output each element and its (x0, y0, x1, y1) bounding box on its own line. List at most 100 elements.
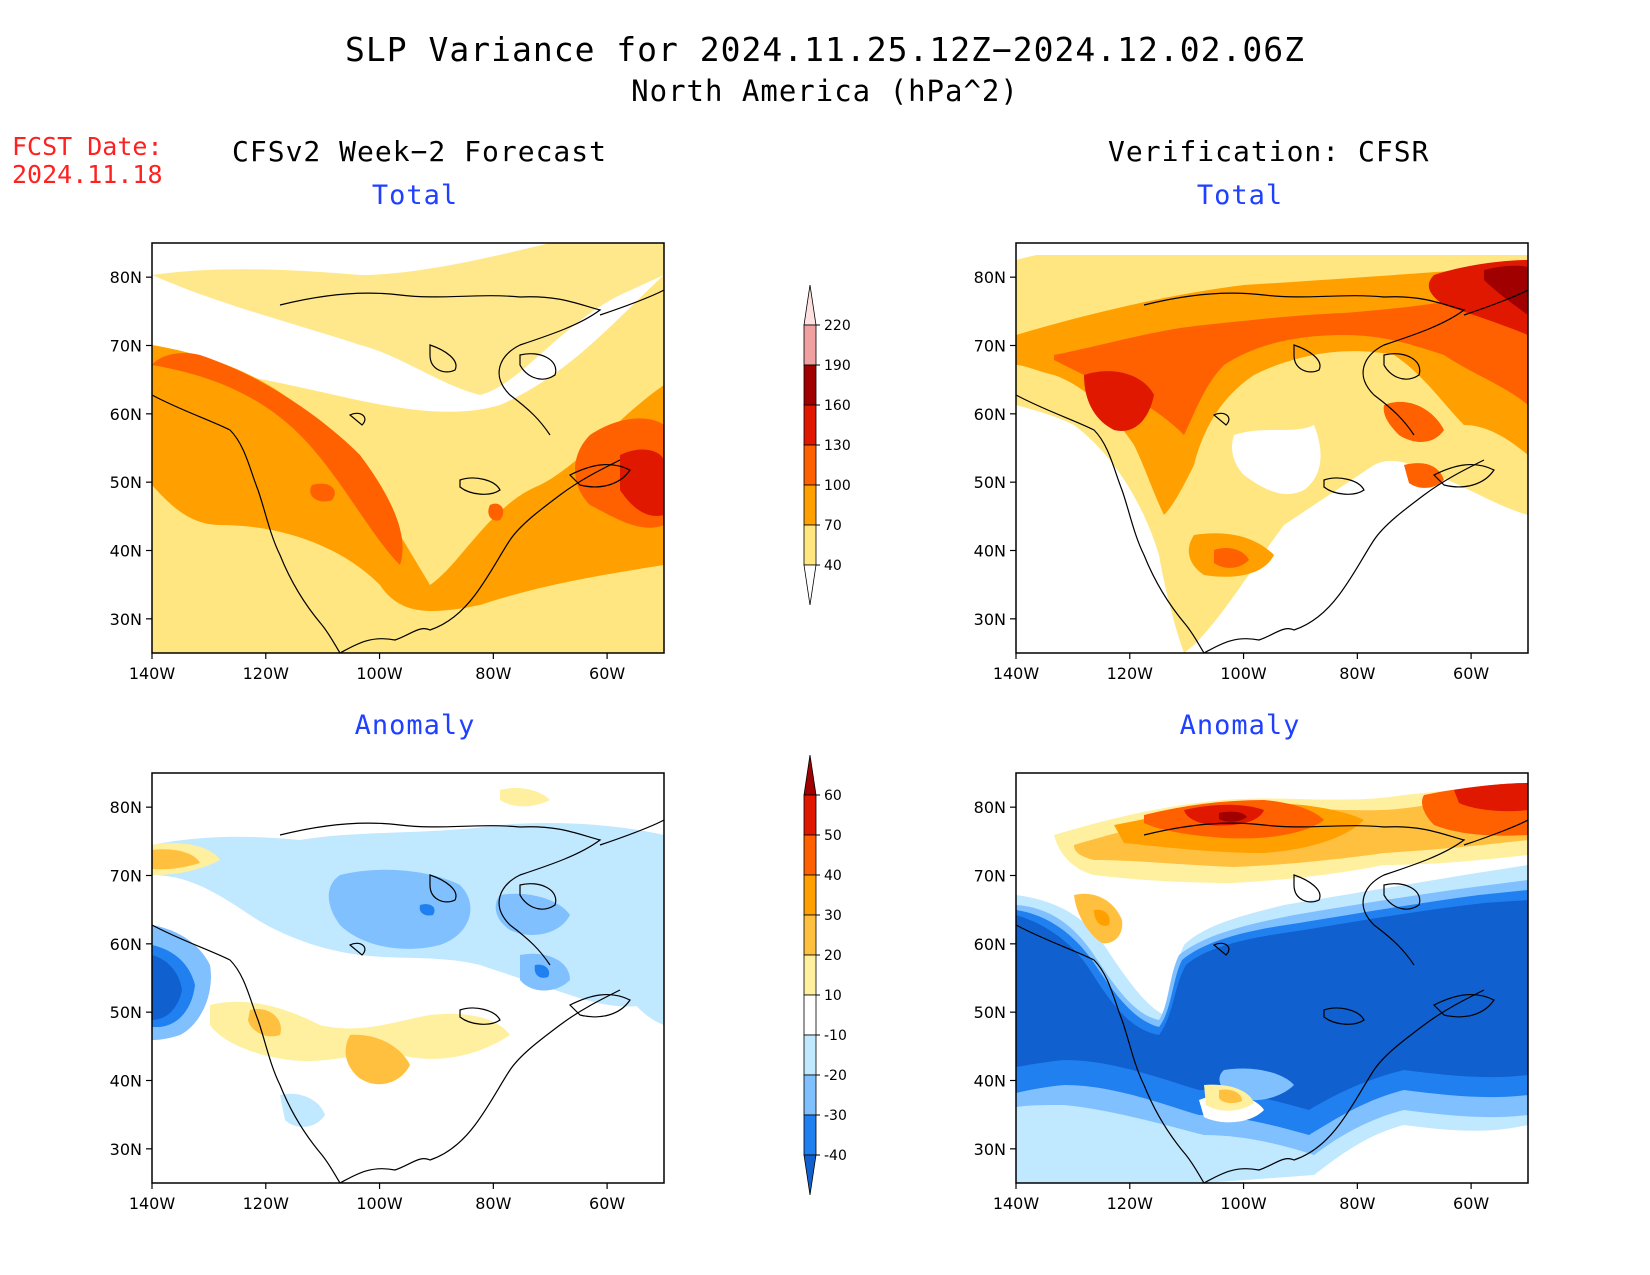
lat-tick-label: 30N (974, 1140, 1006, 1159)
lat-tick-label: 80N (974, 268, 1006, 287)
colorbar-bottom-triangle (803, 564, 817, 606)
lon-tick-label: 140W (129, 664, 176, 683)
coastlines-forecast-anomaly (151, 819, 665, 1184)
lat-tick-label: 50N (974, 1003, 1006, 1022)
colorbar-label: 190 (824, 358, 851, 374)
lon-tick-label: 100W (1220, 664, 1267, 683)
colorbar-segment (803, 794, 817, 836)
map-frame (151, 772, 665, 1184)
coastlines-forecast-total (151, 289, 665, 654)
lon-tick-label: 80W (1339, 664, 1375, 683)
map-frame (151, 242, 665, 654)
lat-tick-label: 80N (110, 268, 142, 287)
colorbar-label: -30 (824, 1108, 847, 1124)
forecast-column-title: CFSv2 Week−2 Forecast (232, 135, 608, 168)
title-line-2: North America (hPa^2) (631, 74, 1019, 108)
colorbar-segment (803, 1074, 817, 1116)
panel-title-forecast-total: Total (371, 180, 459, 211)
colorbar-anomaly: -40 -30 -20 -10 10 20 30 40 50 60 (803, 755, 847, 1196)
colorbar-segment (803, 524, 817, 566)
lon-tick-label: 80W (1339, 1194, 1375, 1213)
colorbar-label: 10 (824, 988, 842, 1004)
lat-tick-label: 70N (110, 867, 142, 886)
lon-tick-label: 140W (993, 664, 1040, 683)
colorbar-segment (803, 954, 817, 996)
colorbar-label: 70 (824, 518, 842, 534)
colorbar-label: 40 (824, 868, 842, 884)
colorbar-segment (803, 834, 817, 876)
colorbar-segment (803, 1034, 817, 1076)
colorbar-segment (803, 874, 817, 916)
contour-fill-verification-total (1016, 243, 1528, 653)
lon-tick-label: 120W (1107, 1194, 1154, 1213)
contour-fill-verification-anomaly (1016, 773, 1528, 1183)
lat-tick-label: 50N (110, 473, 142, 492)
lon-tick-label: 120W (1107, 664, 1154, 683)
colorbar-segment (803, 444, 817, 486)
lat-tick-label: 70N (974, 337, 1006, 356)
colorbar-segment (803, 364, 817, 406)
lat-tick-label: 70N (974, 867, 1006, 886)
contour-fill-forecast-anomaly (152, 773, 664, 1183)
lat-tick-label: 40N (974, 1072, 1006, 1091)
colorbar-label: 30 (824, 908, 842, 924)
panel-title-forecast-anomaly: Anomaly (354, 710, 476, 741)
colorbar-label: -20 (824, 1068, 847, 1084)
lon-tick-label: 80W (475, 664, 511, 683)
lat-tick-label: 60N (110, 935, 142, 954)
axis-ticks-verification-total: 80N 70N 60N 50N 40N 30N 140W 120W 100W 80W 60W (974, 268, 1490, 683)
fcst-date-label: FCST Date: (12, 132, 163, 161)
map-forecast-anomaly: 80N 70N 60N 50N 40N 30N 140W 120W 100W 80W 60W (110, 772, 665, 1213)
colorbar-bottom-triangle (803, 1154, 817, 1196)
lon-tick-label: 100W (356, 664, 403, 683)
coastlines-verification-total (1015, 289, 1529, 654)
lon-tick-label: 140W (993, 1194, 1040, 1213)
colorbar-label: 100 (824, 478, 851, 494)
lon-tick-label: 60W (589, 1194, 625, 1213)
colorbar-label: 160 (824, 398, 851, 414)
colorbar-segment (803, 484, 817, 526)
colorbar-label: 130 (824, 438, 851, 454)
colorbar-label: 50 (824, 828, 842, 844)
title-line-1: SLP Variance for 2024.11.25.12Z−2024.12.… (345, 30, 1305, 69)
coastlines-verification-anomaly (1015, 819, 1529, 1184)
lat-tick-label: 40N (110, 542, 142, 561)
colorbar-label: -10 (824, 1028, 847, 1044)
colorbar-label: 60 (824, 788, 842, 804)
lat-tick-label: 30N (110, 610, 142, 629)
map-frame (1015, 772, 1529, 1184)
lon-tick-label: 60W (589, 664, 625, 683)
lon-tick-label: 120W (243, 1194, 290, 1213)
lat-tick-label: 30N (974, 610, 1006, 629)
colorbar-segment (803, 994, 817, 1036)
lat-tick-label: 60N (110, 405, 142, 424)
lon-tick-label: 80W (475, 1194, 511, 1213)
colorbar-total: 40 70 100 130 160 190 220 (803, 285, 851, 606)
lat-tick-label: 60N (974, 405, 1006, 424)
map-frame (1015, 242, 1529, 654)
map-verification-total: 80N 70N 60N 50N 40N 30N 140W 120W 100W 80W 60W (974, 242, 1529, 683)
axis-ticks-verification-anomaly: 80N 70N 60N 50N 40N 30N 140W 120W 100W 80W 60W (974, 798, 1490, 1213)
colorbar-top-triangle (803, 285, 817, 326)
lon-tick-label: 100W (356, 1194, 403, 1213)
colorbar-segment (803, 1114, 817, 1156)
colorbar-top-triangle (803, 755, 817, 796)
map-forecast-total: 80N 70N 60N 50N 40N 30N 140W 120W 100W 80W 60W (110, 242, 665, 683)
colorbar-label: 40 (824, 558, 842, 574)
lat-tick-label: 30N (110, 1140, 142, 1159)
axis-ticks-forecast-anomaly: 80N 70N 60N 50N 40N 30N 140W 120W 100W 80W 60W (110, 798, 626, 1213)
lon-tick-label: 60W (1453, 664, 1489, 683)
panel-title-verification-anomaly: Anomaly (1179, 710, 1301, 741)
axis-ticks-forecast-total: 80N 70N 60N 50N 40N 30N 140W 120W 100W 80W 60W (110, 268, 626, 683)
lon-tick-label: 140W (129, 1194, 176, 1213)
lat-tick-label: 70N (110, 337, 142, 356)
contour-fill-forecast-total (152, 243, 664, 653)
verification-column-title: Verification: CFSR (1108, 135, 1430, 168)
lon-tick-label: 120W (243, 664, 290, 683)
lat-tick-label: 50N (974, 473, 1006, 492)
lat-tick-label: 80N (110, 798, 142, 817)
lon-tick-label: 100W (1220, 1194, 1267, 1213)
colorbar-segment (803, 324, 817, 366)
colorbar-label: 20 (824, 948, 842, 964)
lat-tick-label: 60N (974, 935, 1006, 954)
